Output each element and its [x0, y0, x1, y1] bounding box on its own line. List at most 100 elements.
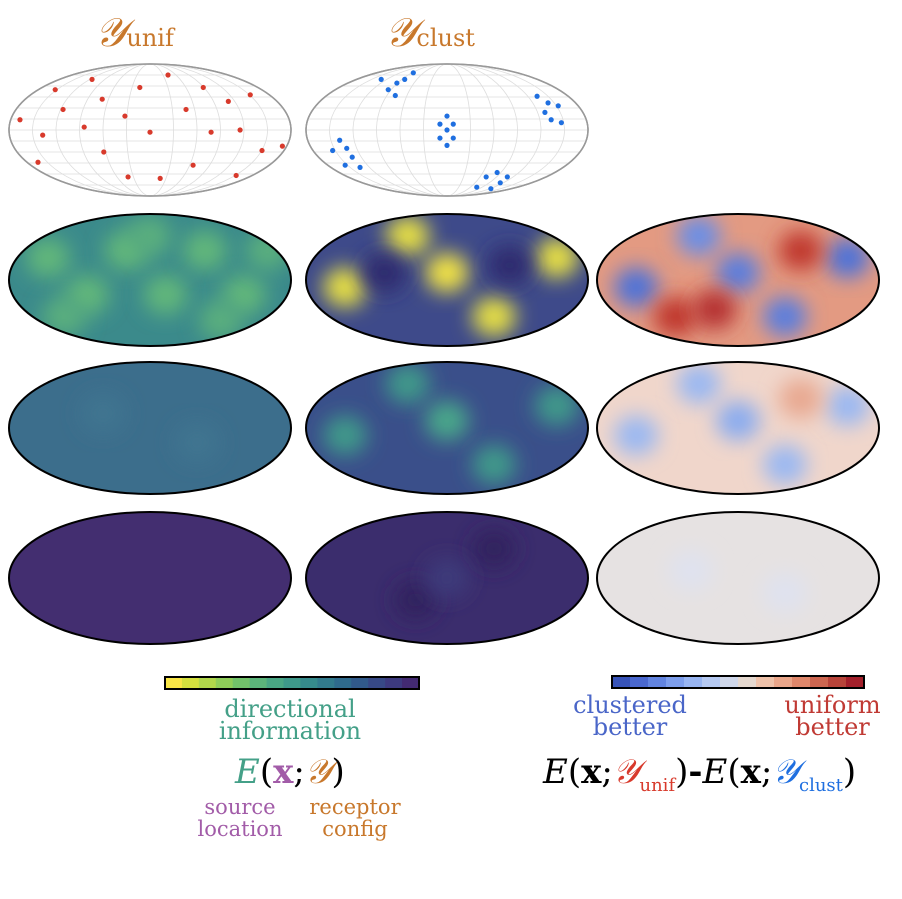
difference-equation: E(x;𝒴unif)-E(x;𝒴clust) — [543, 752, 857, 796]
heatmap-r1-c2 — [306, 214, 588, 346]
receptor-dot — [40, 132, 46, 138]
colorbar-segment — [648, 676, 667, 688]
directional-information-label: directional information — [218, 695, 362, 745]
heatmap-blob — [716, 252, 760, 293]
heatmap-border — [8, 361, 292, 495]
heatmap-r3-c2 — [306, 512, 588, 644]
heatmap-border — [305, 213, 589, 347]
receptor-dot — [190, 162, 196, 168]
heatmap-r2-c2 — [306, 362, 588, 494]
colorbar-segment — [232, 677, 251, 689]
colorbar-segment — [215, 677, 234, 689]
colorbar-segment — [402, 677, 420, 689]
receptor-dot — [385, 87, 391, 93]
receptor-dot — [394, 80, 400, 86]
heatmap-blob — [614, 415, 659, 456]
receptor-dot — [378, 76, 384, 82]
heatmap-border — [305, 361, 589, 495]
heatmap-blob — [26, 238, 71, 278]
heatmap-border — [596, 213, 880, 347]
heatmap-blob — [425, 252, 469, 293]
clustered-config-map — [305, 63, 589, 197]
receptor-dot — [17, 117, 23, 123]
heatmap-border — [596, 361, 880, 495]
viridis-colorbar — [164, 676, 420, 690]
receptor-dot — [534, 93, 540, 99]
receptor-dot — [165, 72, 171, 78]
receptor-dot — [330, 147, 336, 154]
receptor-dot — [247, 92, 253, 98]
colorbar-segment — [666, 676, 685, 688]
colorbar-segment — [756, 676, 775, 688]
receptor-dot — [233, 172, 239, 179]
receptor-dot — [157, 175, 163, 181]
heatmap-r2-c3 — [597, 362, 879, 494]
heatmap-blob — [81, 393, 125, 434]
heatmap-blob — [128, 216, 172, 256]
heatmap-base — [9, 362, 291, 494]
heatmap-blob — [487, 245, 532, 286]
uniform-better-label: uniform better — [784, 691, 881, 741]
clustered-better-label: clustered better — [573, 691, 687, 741]
heatmap-blob — [323, 415, 368, 456]
receptor-dot — [279, 143, 285, 149]
heatmap-blob — [198, 300, 243, 341]
colorbar-segment — [612, 676, 631, 688]
heatmap-blob — [653, 296, 698, 337]
colorbar-segment — [165, 677, 183, 689]
heatmap-blob — [472, 528, 516, 569]
receptor-dot — [237, 127, 243, 133]
receptor-dot — [147, 129, 153, 135]
receptor-dot — [437, 121, 443, 127]
coolwarm-colorbar — [611, 675, 865, 689]
colorbar-segment — [283, 677, 301, 689]
heatmap-blob — [614, 267, 659, 308]
receptor-dot — [548, 117, 554, 123]
receptor-dot — [183, 106, 189, 113]
receptor-dot — [81, 124, 87, 130]
map-border — [305, 63, 589, 197]
receptor-dot — [504, 174, 510, 180]
receptor-dot — [357, 164, 363, 170]
heatmap-base — [597, 512, 879, 644]
heatmap-r1-c1 — [9, 214, 291, 346]
colorbar-segment — [368, 677, 386, 689]
heatmap-blob — [245, 230, 290, 271]
receptor-dot — [410, 70, 416, 76]
heatmap-blob — [385, 216, 430, 256]
heatmap-blob — [323, 267, 368, 308]
heatmap-blob — [778, 378, 823, 419]
colorbar-segment — [385, 677, 403, 689]
receptor-dot — [542, 109, 548, 115]
receptor-dot — [101, 149, 107, 155]
colorbar-segment — [300, 677, 318, 689]
receptor-dot — [444, 113, 450, 119]
title-uniform: 𝒴unif — [95, 10, 174, 56]
uniform-config-map — [8, 63, 292, 197]
colorbar-segment — [266, 677, 285, 689]
heatmap-r3-c3 — [597, 512, 879, 644]
heatmap-border — [8, 213, 292, 347]
heatmap-blob — [669, 550, 713, 591]
heatmap-r2-c1 — [9, 362, 291, 494]
receptor-dot — [337, 137, 343, 143]
colorbar-segment — [249, 677, 268, 689]
heatmap-blob — [763, 444, 807, 485]
receptor-dot — [444, 142, 450, 148]
colorbar-segment — [334, 677, 352, 689]
receptor-dot — [349, 154, 355, 160]
receptor-dot — [122, 113, 128, 119]
heatmap-blob — [534, 386, 579, 426]
colorbar-segment — [720, 676, 739, 688]
receptor-dot — [137, 84, 143, 91]
receptor-dot — [450, 135, 456, 141]
receptor-dot — [35, 159, 41, 165]
heatmap-r3-c1 — [9, 512, 291, 644]
colorbar-segment — [198, 677, 217, 689]
colorbar-segment — [774, 676, 793, 688]
heatmap-blob — [825, 238, 870, 278]
receptor-dot — [99, 96, 105, 102]
receptor-dot — [259, 147, 265, 154]
